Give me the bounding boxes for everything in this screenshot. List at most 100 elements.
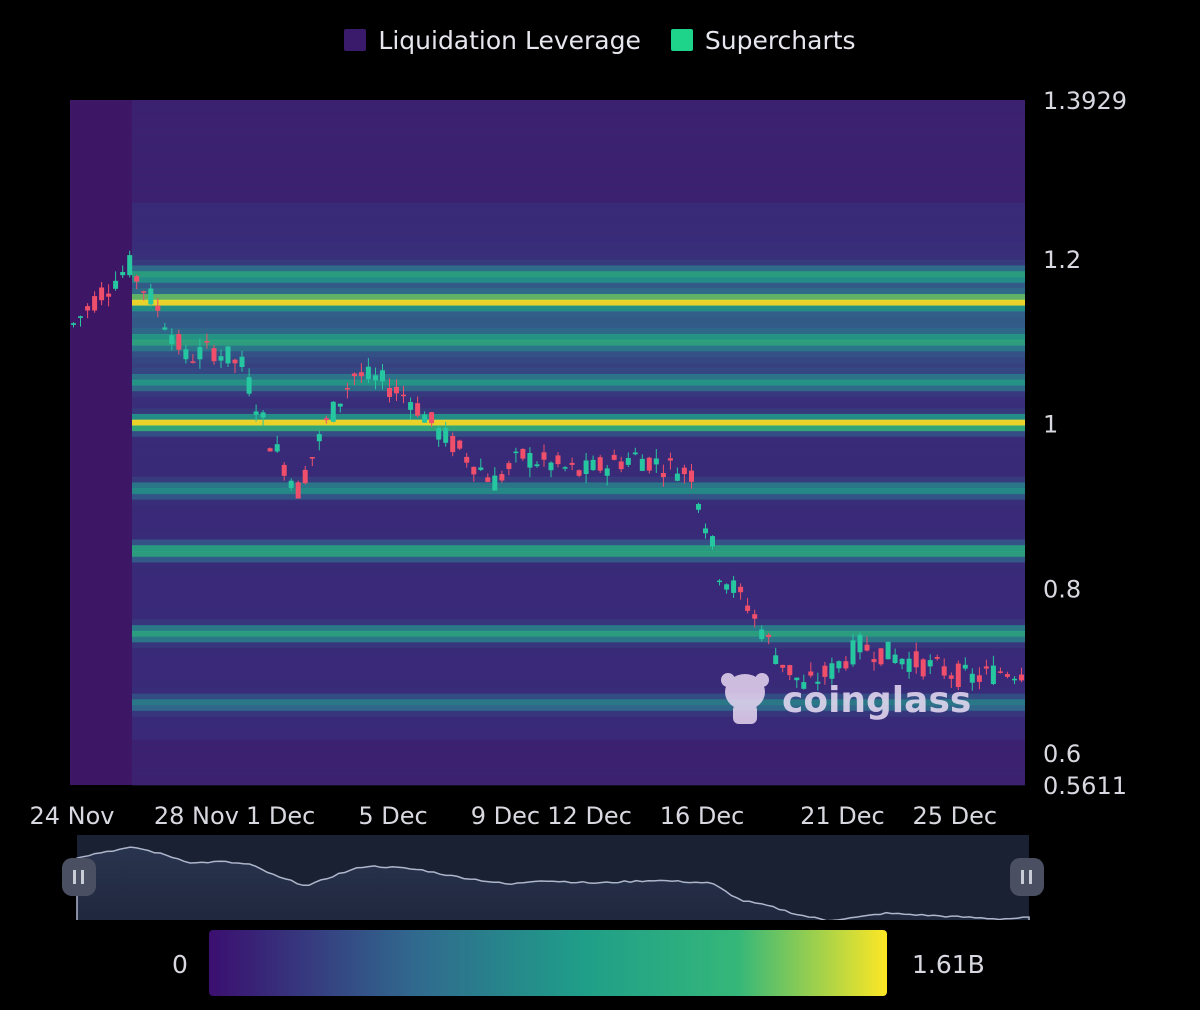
candle-body bbox=[274, 444, 280, 452]
candle-body bbox=[731, 580, 737, 593]
candle-body bbox=[148, 288, 154, 305]
legend-item-supercharts[interactable]: Supercharts bbox=[670, 26, 856, 55]
candle-body bbox=[689, 470, 694, 482]
heatmap-band bbox=[132, 168, 1025, 175]
heatmap-band bbox=[132, 476, 1025, 484]
heatmap-band bbox=[132, 590, 1025, 598]
y-tick-label: 1.3929 bbox=[1043, 87, 1127, 115]
heatmap-band bbox=[132, 339, 1025, 347]
candle-body bbox=[878, 648, 884, 665]
navigator-handle-left[interactable] bbox=[62, 858, 96, 896]
heatmap-band bbox=[132, 431, 1025, 438]
candle-body bbox=[808, 671, 814, 676]
candle-body bbox=[415, 403, 421, 416]
heatmap-band bbox=[132, 174, 1025, 181]
candle-body bbox=[457, 440, 463, 449]
candle-body bbox=[267, 448, 273, 452]
candle-body bbox=[696, 504, 701, 510]
candle-body bbox=[801, 682, 807, 689]
candle-body bbox=[857, 634, 863, 653]
colorbar-max-label: 1.61B bbox=[912, 950, 985, 979]
navigator-handle-right[interactable] bbox=[1010, 858, 1044, 896]
candle-body bbox=[583, 460, 589, 474]
candle-body bbox=[555, 455, 561, 465]
candle-body bbox=[485, 477, 491, 482]
candle-body bbox=[380, 370, 385, 382]
candle-body bbox=[927, 660, 933, 667]
candle-body bbox=[997, 671, 1003, 673]
heatmap-band bbox=[132, 602, 1025, 609]
heatmap-band bbox=[132, 191, 1025, 198]
y-tick-label: 0.5611 bbox=[1043, 772, 1127, 800]
heatmap-band bbox=[132, 665, 1025, 672]
heatmap-band bbox=[132, 231, 1025, 238]
candle-body bbox=[892, 654, 898, 663]
candle-body bbox=[611, 454, 617, 460]
candle-body bbox=[773, 655, 779, 664]
candle-body bbox=[822, 665, 828, 677]
y-tick-label: 1 bbox=[1043, 411, 1058, 439]
candle-body bbox=[969, 673, 975, 683]
candle-body bbox=[976, 675, 982, 682]
candle-body bbox=[934, 657, 940, 659]
heatmap-band bbox=[132, 117, 1025, 124]
heatmap-band bbox=[132, 465, 1025, 472]
heatmap-band bbox=[132, 756, 1025, 763]
candle-body bbox=[850, 640, 856, 665]
heatmap-band bbox=[132, 705, 1025, 712]
candle-body bbox=[653, 458, 659, 465]
heatmap-band bbox=[132, 499, 1025, 506]
candle-body bbox=[534, 464, 540, 467]
heatmap-band bbox=[132, 419, 1025, 426]
heatmap-band bbox=[132, 122, 1025, 130]
heatmap-band bbox=[132, 391, 1025, 398]
heatmap-band bbox=[132, 111, 1025, 118]
candle-body bbox=[660, 473, 666, 478]
candle-body bbox=[120, 272, 126, 276]
heatmap-band bbox=[132, 773, 1025, 780]
candle-body bbox=[759, 629, 765, 640]
x-tick-label: 5 Dec bbox=[358, 802, 427, 830]
candle-body bbox=[815, 681, 821, 684]
heatmap-band bbox=[132, 625, 1025, 632]
candle-body bbox=[358, 372, 364, 377]
heatmap-band bbox=[132, 722, 1025, 729]
candle-body bbox=[218, 356, 224, 361]
candle-body bbox=[625, 458, 631, 465]
candle-body bbox=[569, 462, 575, 465]
heatmap-band bbox=[132, 345, 1025, 352]
x-tick-label: 16 Dec bbox=[660, 802, 745, 830]
heatmap-band bbox=[132, 368, 1025, 375]
candle-body bbox=[92, 296, 98, 311]
heatmap-band bbox=[132, 254, 1025, 261]
heatmap-band bbox=[132, 522, 1025, 529]
heatmap-band bbox=[132, 533, 1025, 541]
candle-body bbox=[394, 386, 399, 394]
candle-body bbox=[885, 641, 891, 660]
legend-item-liquidation-leverage[interactable]: Liquidation Leverage bbox=[344, 26, 641, 55]
heatmap-band bbox=[132, 550, 1025, 558]
candle-body bbox=[717, 580, 722, 583]
candle-body bbox=[408, 402, 414, 410]
candle-body bbox=[541, 452, 547, 460]
heatmap-band bbox=[132, 545, 1025, 552]
candle-body bbox=[141, 291, 147, 293]
range-navigator[interactable] bbox=[62, 835, 1044, 920]
heatmap-band bbox=[132, 436, 1025, 444]
heatmap-band bbox=[132, 299, 1025, 307]
heatmap-band bbox=[132, 242, 1025, 250]
heatmap-band bbox=[132, 630, 1025, 638]
candle-body bbox=[443, 427, 449, 443]
candle-body bbox=[344, 388, 350, 390]
candle-body bbox=[913, 651, 919, 668]
candle-body bbox=[681, 467, 687, 475]
heatmap-bands bbox=[132, 100, 1025, 786]
heatmap-band bbox=[132, 670, 1025, 678]
candle-body bbox=[387, 388, 392, 397]
candle-body bbox=[302, 469, 308, 484]
heatmap-band bbox=[132, 356, 1025, 364]
candle-body bbox=[632, 452, 638, 455]
colorbar-min-label: 0 bbox=[172, 950, 188, 979]
candle-body bbox=[373, 375, 378, 381]
candle-body bbox=[288, 480, 294, 488]
